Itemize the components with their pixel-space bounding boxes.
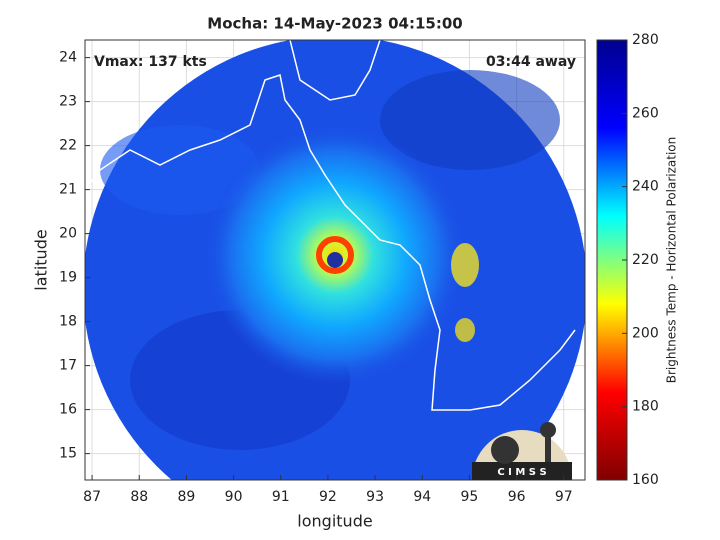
title: Mocha: 14-May-2023 04:15:00 [207, 15, 462, 33]
colorbar-tick-label: 280 [632, 32, 659, 48]
y-tick-label: 24 [59, 50, 77, 66]
colorbar-tick-label: 240 [632, 179, 659, 195]
x-tick-label: 93 [366, 489, 384, 505]
ticks: 87 88 89 90 91 92 93 94 95 96 97 15 16 17 18 19 20 21 22 23… [59, 32, 659, 505]
y-tick-label: 17 [59, 358, 77, 374]
x-axis-label: longitude [297, 512, 372, 531]
annotation: 03:44 away [486, 54, 576, 70]
y-tick-label: 22 [59, 138, 77, 154]
colorbar-tick-label: 180 [632, 399, 659, 415]
x-tick-label: 89 [178, 489, 196, 505]
annotation: Vmax: 137 kts [94, 54, 207, 70]
colorbar-tick-label: 160 [632, 472, 659, 488]
y-tick-label: 20 [59, 226, 77, 242]
x-tick-label: 95 [461, 489, 479, 505]
x-tick-label: 94 [413, 489, 431, 505]
logo-text: C I M S S [497, 467, 546, 478]
colorbar-tick-label: 260 [632, 105, 659, 121]
y-tick-label: 23 [59, 94, 77, 110]
y-tick-label: 19 [59, 270, 77, 286]
y-tick-label: 18 [59, 314, 77, 330]
colorbar-label: Brightness Temp - Horizontal Polarizatio… [665, 137, 679, 384]
colorbar-tick-label: 200 [632, 325, 659, 341]
y-axis-label: latitude [32, 229, 51, 290]
x-tick-label: 96 [508, 489, 526, 505]
plot-frame [84, 39, 586, 481]
x-tick-label: 88 [130, 489, 148, 505]
x-tick-label: 87 [83, 489, 101, 505]
x-tick-label: 91 [272, 489, 290, 505]
y-tick-label: 21 [59, 182, 77, 198]
satellite-swath [85, 40, 585, 480]
x-tick-label: 90 [225, 489, 243, 505]
x-tick-label: 92 [319, 489, 337, 505]
logo: C I M S S [472, 422, 572, 480]
y-tick-label: 15 [59, 446, 77, 462]
y-tick-label: 16 [59, 402, 77, 418]
x-tick-label: 97 [555, 489, 573, 505]
colorbar-tick-label: 220 [632, 252, 659, 268]
